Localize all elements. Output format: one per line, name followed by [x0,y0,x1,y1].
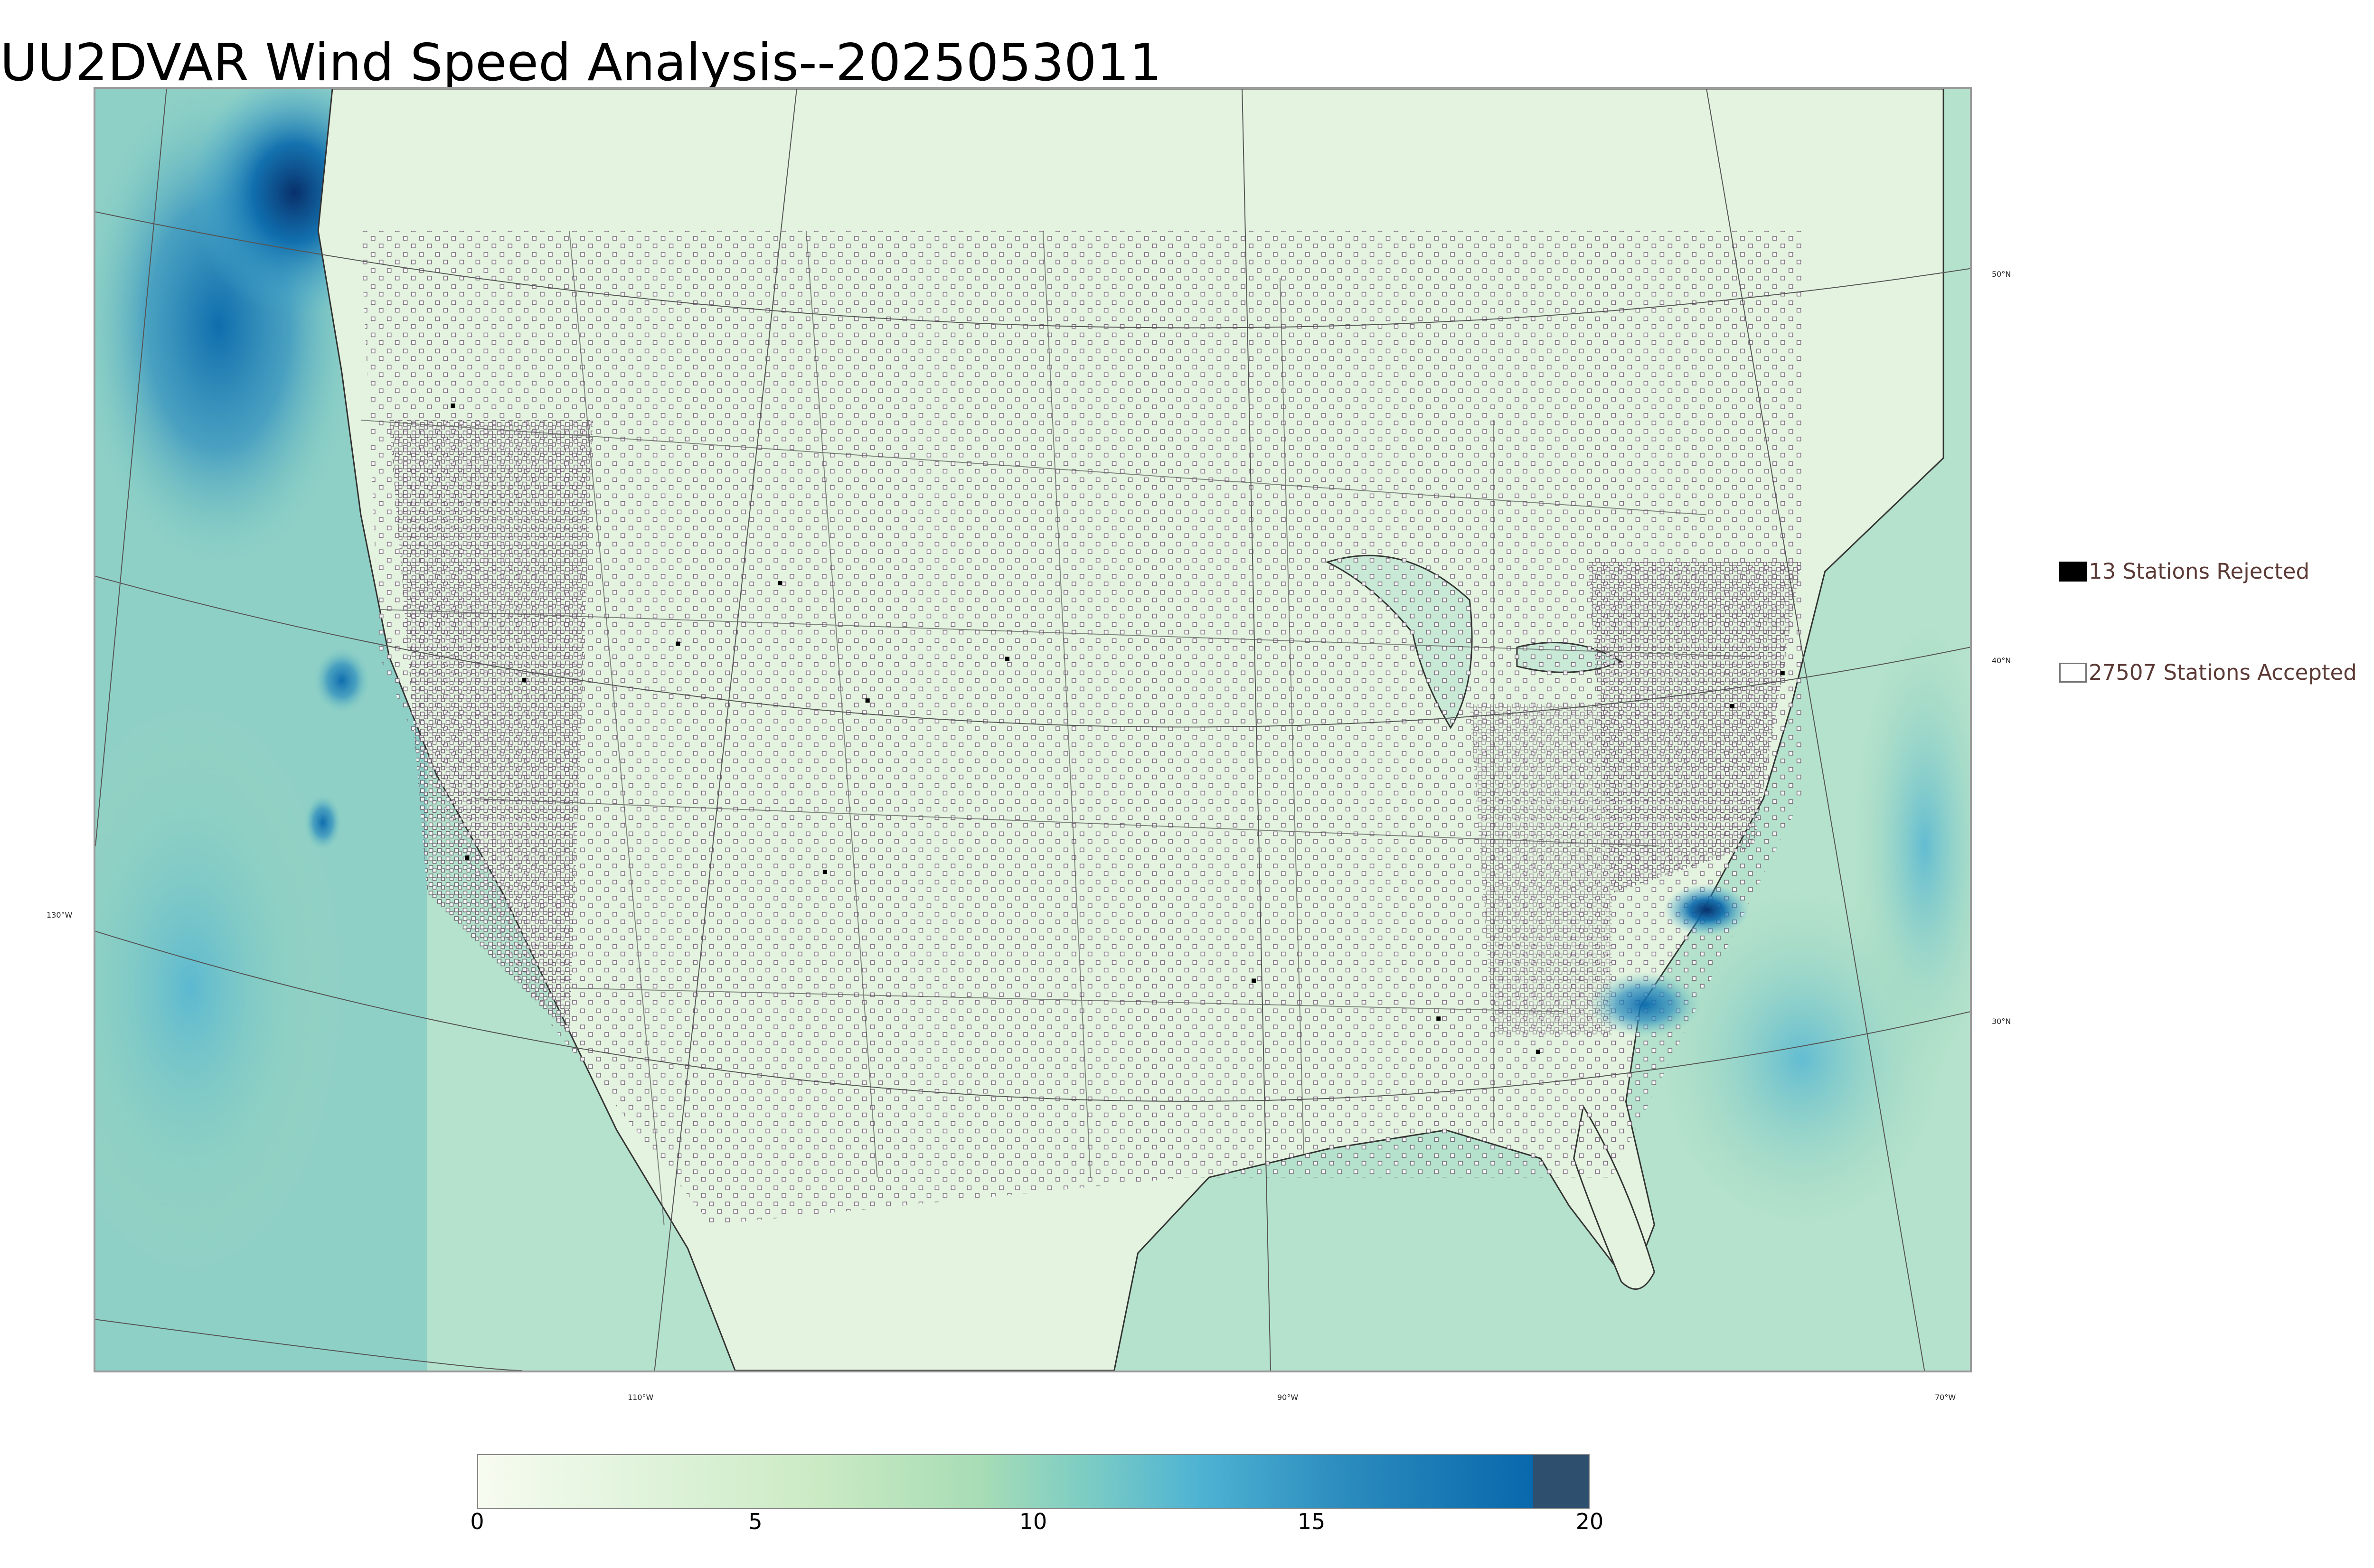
lon-label-70w: 70°W [1935,1393,1956,1402]
lat-label-30n: 30°N [1992,1017,2011,1026]
colorbar-tick-5: 5 [748,1509,763,1534]
colorbar-tick-10: 10 [1019,1509,1047,1534]
rejected-swatch-icon [2059,561,2087,582]
lon-label-110w: 110°W [628,1393,654,1402]
accepted-swatch-icon [2059,662,2087,683]
station-markers [360,231,1801,1225]
lon-label-90w: 90°W [1277,1393,1299,1402]
colorbar-tick-20: 20 [1575,1509,1604,1534]
colorbar-tick-15: 15 [1297,1509,1326,1534]
map-title: UU2DVAR Wind Speed Analysis--2025053011 [0,33,1162,93]
wind-speed-colorbar [477,1454,1590,1509]
lat-label-40n: 40°N [1992,656,2011,665]
legend-accepted: 27507 Stations Accepted [2059,660,2357,685]
legend-accepted-label: 27507 Stations Accepted [2089,660,2357,685]
rejected-stations [451,404,1785,1054]
legend-rejected-label: 13 Stations Rejected [2089,559,2310,584]
colorbar-tick-0: 0 [470,1509,484,1534]
lat-label-50n: 50°N [1992,270,2011,279]
wind-speed-map [95,89,1970,1371]
map-panel [94,87,1972,1372]
legend-rejected: 13 Stations Rejected [2059,559,2309,584]
lon-label-130w: 130°W [47,911,73,920]
